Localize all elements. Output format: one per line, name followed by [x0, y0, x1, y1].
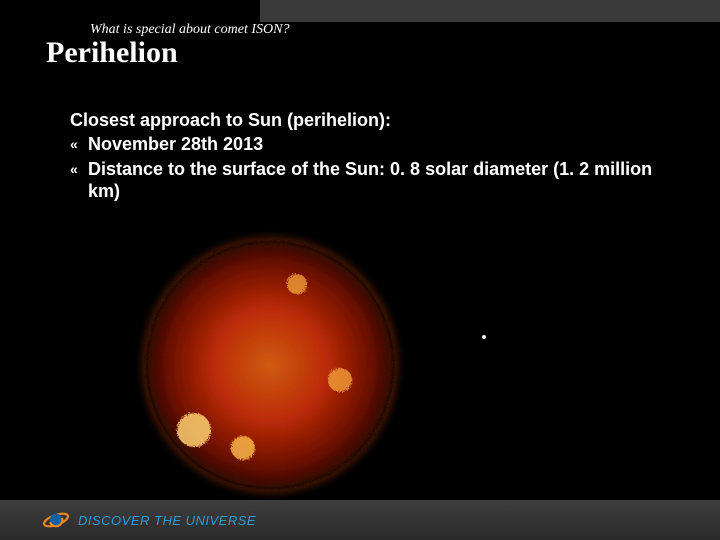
- footer-logo-text: DISCOVER THE UNIVERSE: [78, 513, 256, 528]
- page-title: Perihelion: [46, 36, 178, 70]
- comet-dot: [482, 335, 486, 339]
- bullet-item: « Distance to the surface of the Sun: 0.…: [70, 158, 680, 203]
- bullet-text: November 28th 2013: [88, 133, 680, 156]
- logo-icon: [42, 506, 70, 534]
- footer: DISCOVER THE UNIVERSE: [0, 500, 720, 540]
- content-area: Closest approach to Sun (perihelion): « …: [70, 110, 680, 205]
- lead-text: Closest approach to Sun (perihelion):: [70, 110, 680, 131]
- bullet-marker-icon: «: [70, 158, 88, 180]
- bullet-item: « November 28th 2013: [70, 133, 680, 156]
- sun-graphic: [135, 230, 405, 500]
- bullet-marker-icon: «: [70, 133, 88, 155]
- bullet-text: Distance to the surface of the Sun: 0. 8…: [88, 158, 680, 203]
- header-tab-block: [0, 0, 260, 22]
